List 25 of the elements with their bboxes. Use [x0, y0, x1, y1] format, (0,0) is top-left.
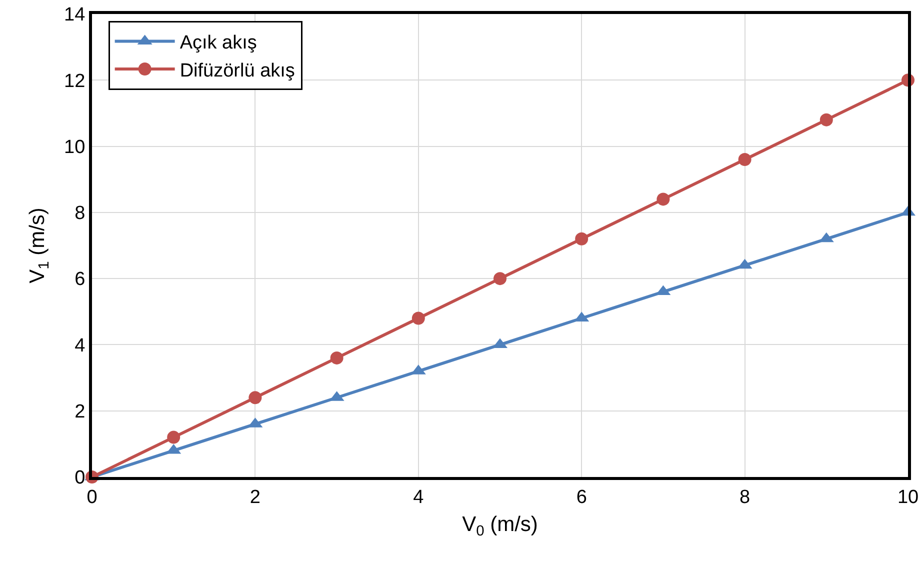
y-tick-label: 12 — [64, 70, 86, 92]
point — [167, 430, 180, 444]
y-tick-label: 2 — [74, 402, 86, 423]
point — [330, 351, 344, 364]
point — [575, 232, 588, 246]
x-tick-label: 4 — [413, 486, 424, 508]
point — [738, 153, 752, 166]
point — [494, 272, 506, 286]
y-tick-label: 4 — [74, 335, 86, 356]
x-tick-label: 8 — [740, 486, 750, 508]
point — [248, 391, 262, 404]
x-tick-label: 10 — [897, 486, 919, 508]
y-tick-label: 8 — [74, 203, 86, 224]
x-tick-label: 2 — [250, 486, 260, 508]
y-tick-label: 0 — [74, 468, 86, 489]
point — [412, 312, 425, 325]
x-axis-title: V$_{0}$ (m/s) — [462, 513, 538, 540]
y-tick-label: 14 — [64, 4, 86, 26]
x-tick-label: 6 — [576, 486, 587, 508]
legend-label: Açık akış — [180, 32, 257, 54]
point — [656, 192, 670, 206]
point — [820, 113, 833, 126]
legend-label: Difüzörlü akış — [180, 60, 295, 82]
y-tick-label: 6 — [74, 269, 86, 290]
y-tick-label: 10 — [64, 136, 86, 158]
